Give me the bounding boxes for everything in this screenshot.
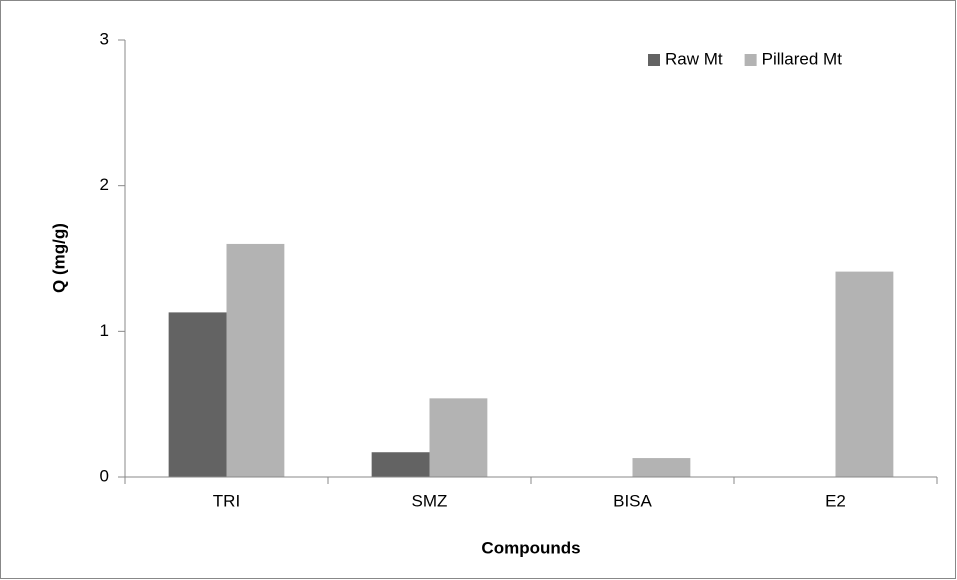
y-tick-label: 1: [100, 321, 109, 340]
x-tick-label: E2: [825, 491, 846, 510]
bar: [835, 271, 894, 477]
x-tick-label: TRI: [213, 491, 240, 510]
legend-label: Pillared Mt: [762, 49, 843, 68]
bar: [632, 458, 691, 477]
bar: [371, 452, 430, 477]
legend-swatch: [648, 54, 660, 66]
x-tick-label: SMZ: [412, 491, 448, 510]
bar: [168, 312, 227, 477]
y-tick-label: 2: [100, 175, 109, 194]
x-tick-label: BISA: [613, 491, 652, 510]
y-tick-label: 0: [100, 466, 109, 485]
legend-swatch: [744, 54, 757, 66]
bar: [226, 243, 285, 477]
y-tick-label: 3: [100, 29, 109, 48]
bar: [429, 398, 488, 477]
legend-label: Raw Mt: [665, 49, 723, 68]
y-axis-title: Q (mg/g): [49, 223, 68, 293]
x-axis-title: Compounds: [481, 538, 580, 557]
